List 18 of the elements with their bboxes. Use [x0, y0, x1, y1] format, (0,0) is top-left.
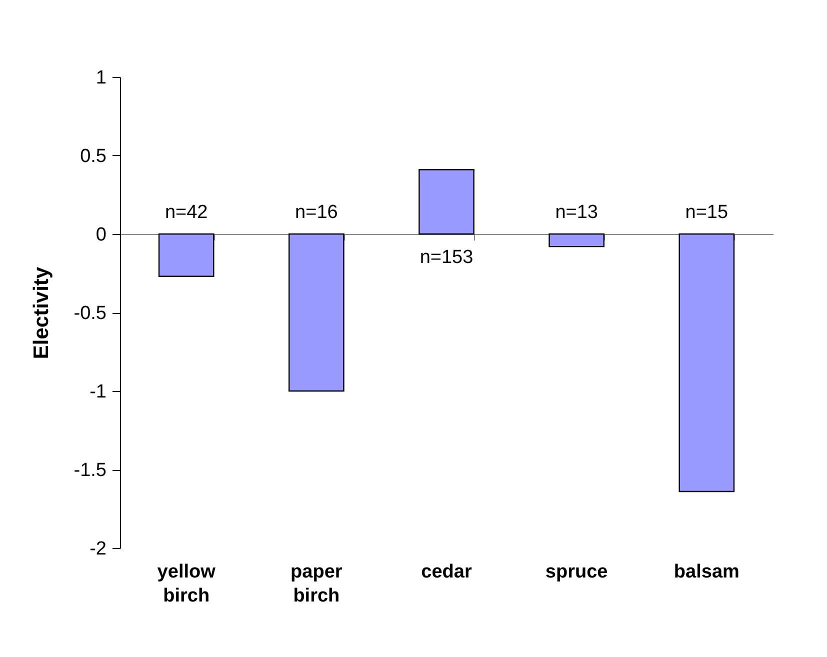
y-tick-label: 1: [96, 68, 106, 88]
x-tick-label: yellow birch: [157, 562, 216, 606]
x-tick-label: balsam: [674, 562, 740, 582]
y-tick-label: 0: [96, 224, 106, 246]
x-tick-label: cedar: [421, 562, 472, 582]
x-tick-label: spruce: [545, 562, 608, 582]
y-tick-label: -1.5: [74, 460, 106, 481]
annotation: n=42: [164, 202, 208, 223]
y-tick-label: 0.5: [80, 146, 106, 167]
annotation: n=15: [685, 202, 728, 223]
y-tick-label: -1: [90, 382, 106, 402]
y-axis-title: Electivity: [30, 266, 53, 360]
y-tick-label: -0.5: [74, 303, 106, 324]
annotation: n=16: [295, 202, 338, 223]
x-tick-label: paper birch: [290, 562, 343, 606]
y-tick-label: -2: [90, 538, 106, 560]
annotation: n=13: [555, 202, 598, 223]
annotation: n=153: [420, 247, 474, 268]
